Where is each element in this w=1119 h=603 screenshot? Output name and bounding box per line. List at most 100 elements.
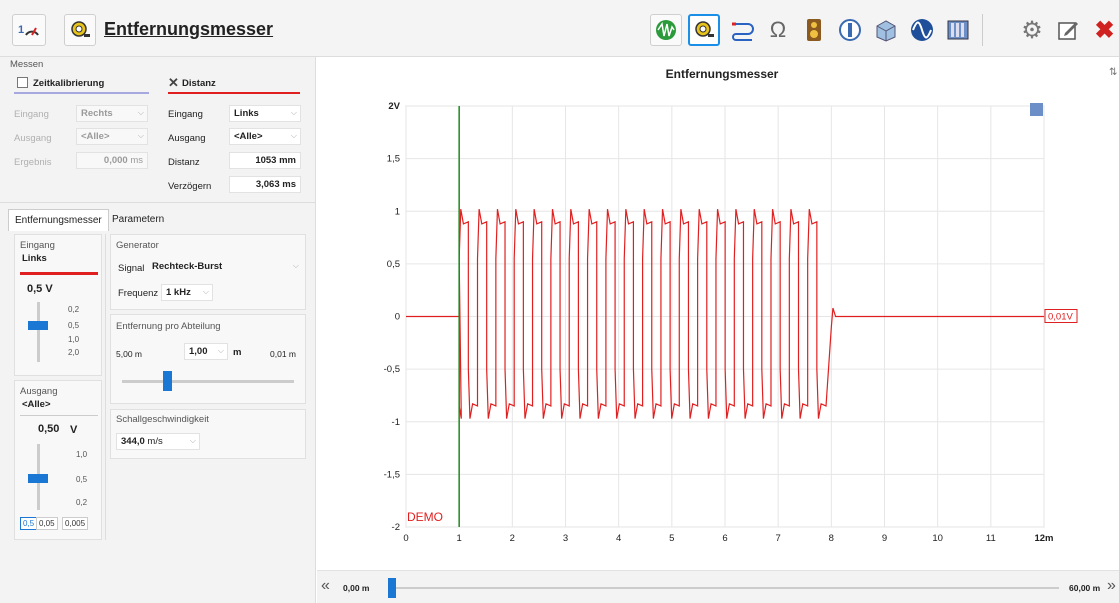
tc-result-field: 0,000 ms — [76, 152, 148, 169]
tc-output-label: Ausgang — [14, 133, 52, 144]
y-tick-label: -1 — [392, 417, 400, 428]
separator — [105, 234, 106, 540]
x-tick-label: 6 — [722, 533, 727, 544]
frequency-label: Frequenz — [118, 288, 159, 299]
panel-icon[interactable] — [942, 14, 974, 46]
step-button-0[interactable]: 0,5 — [20, 517, 38, 530]
distance-meter-icon[interactable] — [688, 14, 720, 46]
input-channel-color — [20, 272, 98, 275]
left-panel: Messen Zeitkalibrierung Eingang Rechts ⌵ … — [0, 57, 316, 603]
time-calibration-checkbox[interactable] — [17, 77, 28, 88]
distance-underline — [168, 92, 300, 94]
x-tick-label: 12m — [1034, 533, 1053, 544]
waveform-icon[interactable] — [906, 14, 938, 46]
x-tick-label: 1 — [457, 533, 462, 544]
room-icon[interactable] — [870, 14, 902, 46]
scroll-bar: « 0,00 m 60,00 m » — [317, 570, 1119, 603]
close-icon[interactable]: ✖ — [1094, 16, 1115, 44]
ohm-icon[interactable]: Ω — [769, 17, 787, 42]
y-tick-label: 0,5 — [387, 259, 400, 270]
tc-result-label: Ergebnis — [14, 157, 52, 168]
y-tick-label: 0 — [395, 312, 400, 323]
separator — [0, 202, 316, 203]
x-tick-label: 0 — [403, 533, 408, 544]
output-value[interactable]: 0,50 — [38, 423, 60, 435]
signal-trace — [406, 209, 1044, 419]
input-slider-track — [37, 302, 40, 362]
y-tick-label: -1,5 — [384, 469, 400, 480]
app-logo-button[interactable]: 1 — [12, 14, 46, 46]
distance-label: Distanz — [182, 78, 216, 89]
generator-label: Generator — [116, 240, 159, 251]
tab-parametern[interactable]: Parametern — [112, 214, 165, 225]
x-tick-label: 5 — [669, 533, 674, 544]
output-separator — [20, 415, 98, 416]
dist-delay-field: 3,063 ms — [229, 176, 301, 193]
page-title: Entfernungsmesser — [104, 19, 274, 39]
scroll-track — [389, 587, 1059, 589]
demo-watermark: DEMO — [407, 510, 443, 524]
edit-icon[interactable] — [1052, 14, 1084, 46]
gear-icon[interactable]: ⚙ — [1021, 16, 1043, 44]
chart-area: Entfernungsmesser 0 1 2 3 4 5 6 7 8 9 10 11 12m 2V 1,… — [317, 57, 1119, 569]
svg-text:0,01V: 0,01V — [1048, 312, 1073, 323]
range-slider-track — [122, 380, 294, 383]
x-tick-label: 9 — [882, 533, 887, 544]
dist-input-label: Eingang — [168, 109, 203, 120]
chart-title: Entfernungsmesser — [666, 67, 779, 81]
oscilloscope-icon[interactable] — [650, 14, 682, 46]
chevron-right-icon[interactable]: » — [1107, 577, 1116, 594]
output-unit: V — [70, 424, 78, 436]
y-tick-label: -0,5 — [384, 364, 400, 375]
tc-input-label: Eingang — [14, 109, 49, 120]
toolbar: 1 Entfernungsmesser Ω ⚙ ✖ — [0, 0, 1119, 57]
scroll-left-label: 0,00 m — [343, 583, 370, 593]
level-icon[interactable] — [834, 14, 866, 46]
range-max: 0,01 m — [270, 349, 296, 359]
dist-delay-label: Verzögern — [168, 181, 212, 192]
range-label: Entfernung pro Abteilung — [116, 321, 221, 332]
dist-distance-label: Distanz — [168, 157, 200, 168]
signal-select[interactable]: Rechteck-Burst ⌵ — [152, 261, 299, 272]
y-tick-label: 1 — [395, 206, 400, 217]
dist-input-select[interactable]: Links ⌵ — [229, 105, 301, 122]
range-value-field[interactable]: 1,00 ⌵ — [184, 343, 228, 360]
tc-output-select[interactable]: <Alle> ⌵ — [76, 128, 148, 145]
pin-icon[interactable]: ⇅ — [1109, 67, 1117, 78]
range-slider-thumb[interactable] — [163, 371, 172, 391]
distance-meter-icon[interactable] — [64, 14, 96, 46]
input-label: Eingang — [20, 240, 55, 251]
zoom-icon[interactable] — [1030, 103, 1043, 116]
x-tick-label: 3 — [563, 533, 568, 544]
x-tick-label: 4 — [616, 533, 621, 544]
toolbar-divider — [982, 14, 983, 46]
dist-output-select[interactable]: <Alle> ⌵ — [229, 128, 301, 145]
tab-entfernungsmesser[interactable]: Entfernungsmesser — [8, 209, 109, 231]
step-button-1[interactable]: 0,05 — [36, 517, 58, 530]
y-tick-label: 1,5 — [387, 154, 400, 165]
distance-close-icon[interactable]: ✕ — [168, 75, 179, 90]
x-tick-label: 11 — [986, 533, 996, 544]
signal-label: Signal — [118, 263, 145, 274]
y-tick-label: 2V — [388, 101, 400, 112]
sound-speed-label: Schallgeschwindigkeit — [116, 414, 209, 425]
chevron-left-icon[interactable]: « — [321, 577, 330, 594]
time-calibration-underline — [14, 92, 149, 94]
tc-input-select[interactable]: Rechts ⌵ — [76, 105, 148, 122]
gauge-icon — [25, 27, 39, 36]
output-label: Ausgang — [20, 386, 58, 397]
distance-chart[interactable]: Entfernungsmesser 0 1 2 3 4 5 6 7 8 9 10 11 12m 2V1,… — [317, 57, 1119, 569]
frequency-select[interactable]: 1 kHz ⌵ — [161, 284, 213, 301]
output-slider-thumb[interactable] — [28, 474, 48, 483]
range-unit: m — [233, 347, 242, 358]
cable-icon[interactable] — [726, 14, 758, 46]
speaker-icon[interactable] — [798, 14, 830, 46]
range-min: 5,00 m — [116, 349, 142, 359]
output-channel: <Alle> — [22, 399, 51, 410]
step-button-2[interactable]: 0,005 — [62, 517, 89, 530]
input-value: 0,5 V — [27, 283, 53, 295]
scroll-thumb[interactable] — [388, 578, 396, 598]
sound-speed-field[interactable]: 344,0 m/s ⌵ — [116, 433, 200, 450]
input-slider-thumb[interactable] — [28, 321, 48, 330]
x-tick-label: 10 — [932, 533, 943, 544]
